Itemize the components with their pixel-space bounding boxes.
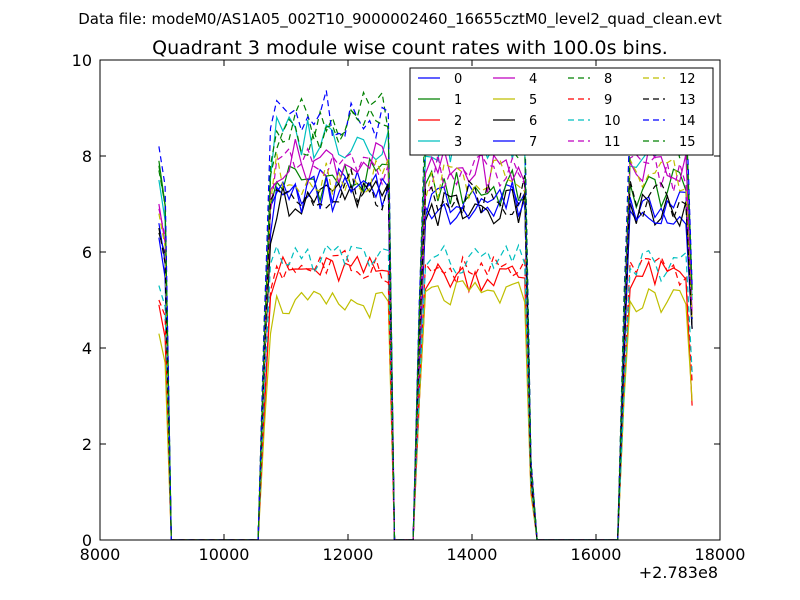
legend-label-6: 6 [529,114,537,129]
x-tick-label: 14000 [447,545,498,564]
series-line-1 [158,157,693,540]
plot-frame [99,59,721,541]
chart-title: Quadrant 3 module wise count rates with … [152,37,668,59]
series-line-6 [158,179,693,540]
x-tick-label: 10000 [199,545,250,564]
legend-label-12: 12 [679,72,696,87]
x-tick-label: 8000 [80,545,121,564]
y-tick-label: 0 [82,531,92,550]
legend-label-15: 15 [679,135,696,150]
legend-label-10: 10 [604,114,621,129]
legend-frame [409,67,714,156]
series-line-11 [158,147,693,540]
series-line-4 [158,139,693,540]
y-tick-label: 10 [72,51,92,70]
y-tick-label: 4 [82,339,92,358]
series-line-5 [158,280,693,540]
series-line-10 [158,243,693,540]
series-line-7 [158,172,693,540]
series-line-2 [158,255,693,540]
x-axis: 8000 10000 12000 14000 16000 18000 [80,60,746,564]
legend-label-3: 3 [454,135,462,150]
series-line-9 [158,249,693,540]
x-tick-label: 16000 [571,545,622,564]
x-tick-label: 12000 [323,545,374,564]
legend-label-13: 13 [679,93,696,108]
y-tick-label: 2 [82,435,92,454]
y-tick-label: 6 [82,243,92,262]
legend-label-14: 14 [679,114,696,129]
series-group [158,90,693,540]
chart-suptitle: Data file: modeM0/AS1A05_002T10_90000024… [78,10,722,29]
legend-label-4: 4 [529,72,537,87]
legend-label-7: 7 [529,135,537,150]
series-line-13 [158,167,693,540]
legend-label-0: 0 [454,72,462,87]
legend-label-8: 8 [604,72,612,87]
y-tick-label: 8 [82,147,92,166]
legend-label-9: 9 [604,93,612,108]
legend-label-1: 1 [454,93,462,108]
legend-label-11: 11 [604,135,621,150]
series-line-12 [158,153,693,540]
x-offset-label: +2.783e8 [639,563,718,582]
legend-label-2: 2 [454,114,462,129]
legend-label-5: 5 [529,93,537,108]
x-tick-label: 18000 [695,545,746,564]
